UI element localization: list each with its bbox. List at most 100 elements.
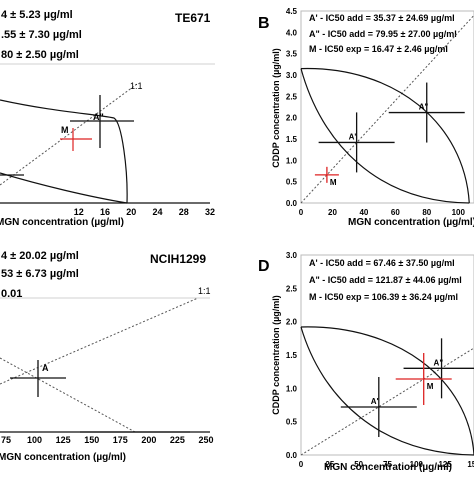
panel-b-point-label: A' xyxy=(349,132,357,141)
panel-c-isobole xyxy=(0,357,136,433)
panel-c: 4 ± 20.02 µg/ml 53 ± 6.73 µg/ml 0.01 NCI… xyxy=(0,250,214,463)
panel-b-legend-2: A" - IC50 add = 79.95 ± 27.00 µg/ml xyxy=(309,29,457,39)
panel-c-x-tick-label: 75 xyxy=(1,435,11,445)
panel-b-y-tick-label: 2.0 xyxy=(286,114,298,123)
panel-d-diagonal xyxy=(300,347,474,456)
panel-d: D A' - IC50 add = 67.46 ± 37.50 µg/ml A"… xyxy=(258,251,474,473)
panel-b-x-tick-label: 100 xyxy=(452,208,466,217)
panel-c-x-tick-label: 175 xyxy=(113,435,128,445)
panel-d-y-tick-label: 2.5 xyxy=(286,284,298,293)
panel-b-x-tick-label: 60 xyxy=(391,208,400,217)
panel-b-x-tick-label: 20 xyxy=(328,208,337,217)
panel-d-legend-3: M - IC50 exp = 106.39 ± 36.24 µg/ml xyxy=(309,292,458,302)
panel-c-x-tick-label: 225 xyxy=(170,435,185,445)
panel-d-y-tick-label: 3.0 xyxy=(286,251,298,260)
panel-b-y-tick-label: 4.0 xyxy=(286,28,298,37)
panel-a-diagonal-label: 1:1 xyxy=(130,81,143,91)
panel-c-x-tick-label: 100 xyxy=(27,435,42,445)
panel-b-letter: B xyxy=(258,15,270,32)
panel-b-y-label: CDDP concentration (µg/ml) xyxy=(271,48,281,168)
panel-b-diagonal xyxy=(300,14,474,204)
panel-b-y-tick-label: 1.0 xyxy=(286,156,298,165)
panel-a-x-tick-label: 28 xyxy=(179,207,189,217)
panel-a-diagonal xyxy=(0,83,138,186)
panel-a-legend-3: 80 ± 2.50 µg/ml xyxy=(1,49,79,61)
panel-b-y-tick-label: 3.5 xyxy=(286,50,298,59)
panel-b-x-ticks: 0 20 40 60 80 100 xyxy=(299,208,466,217)
panel-a-x-tick-label: 16 xyxy=(100,207,110,217)
panel-b-y-tick-label: 0.0 xyxy=(286,199,298,208)
panel-b-lower-isobole xyxy=(300,68,470,204)
panel-d-lower-isobole xyxy=(300,326,474,456)
panel-c-x-tick-label: 125 xyxy=(56,435,71,445)
panel-b-frame xyxy=(300,10,474,204)
panel-c-point-a-label: A xyxy=(42,363,49,373)
panel-c-x-tick-label: 250 xyxy=(198,435,213,445)
panel-a-cell-line: TE671 xyxy=(175,11,211,25)
panel-a-lower-isobole xyxy=(0,172,128,204)
panel-b-upper-isobole xyxy=(300,67,470,204)
panel-d-x-label: MGN concentration (µg/ml) xyxy=(324,462,452,473)
panel-b-x-label: MGN concentration (µg/ml) xyxy=(348,217,474,228)
panel-d-points: A' A" M xyxy=(340,338,474,437)
panel-a-point-m-label: M xyxy=(61,125,69,135)
panel-b-y-tick-label: 2.5 xyxy=(286,92,298,101)
panel-b-x-tick-label: 80 xyxy=(422,208,431,217)
panel-d-y-tick-label: 2.0 xyxy=(286,318,298,327)
panel-d-y-tick-label: 1.5 xyxy=(286,351,298,360)
panel-d-y-ticks: 0.0 0.5 1.0 1.5 2.0 2.5 3.0 xyxy=(286,251,298,460)
panel-d-point-label: M xyxy=(427,382,434,391)
panel-b-legend-1: A' - IC50 add = 35.37 ± 24.69 µg/ml xyxy=(309,13,455,23)
panel-c-x-tick-label: 200 xyxy=(141,435,156,445)
panel-b-point-label: A" xyxy=(419,103,429,112)
panel-a-legend-1: 4 ± 5.23 µg/ml xyxy=(1,9,73,21)
panel-a-x-tick-label: 32 xyxy=(205,207,215,217)
panel-d-legend-1: A' - IC50 add = 67.46 ± 37.50 µg/ml xyxy=(309,258,455,268)
panel-a-x-tick-label: 12 xyxy=(74,207,84,217)
panel-a-point-a2-label: A" xyxy=(93,112,104,122)
panel-c-legend-2: 53 ± 6.73 µg/ml xyxy=(1,268,79,280)
panel-c-x-label: MGN concentration (µg/ml) xyxy=(0,452,126,463)
panel-b-x-tick-label: 0 xyxy=(299,208,304,217)
panel-d-x-tick-label: 0 xyxy=(299,460,304,469)
panel-b-x-tick-label: 40 xyxy=(359,208,368,217)
panel-d-x-ticks: 0 25 50 75 100 125 150 xyxy=(299,460,474,469)
panel-d-y-tick-label: 0.0 xyxy=(286,451,298,460)
panel-d-x-tick-label: 150 xyxy=(467,460,474,469)
panel-d-point-label: A" xyxy=(434,358,444,367)
panel-d-x-tick-label: 50 xyxy=(354,460,363,469)
panel-c-legend-1: 4 ± 20.02 µg/ml xyxy=(1,250,79,262)
panel-a-upper-isobole xyxy=(0,99,128,204)
panel-c-cell-line: NCIH1299 xyxy=(150,252,206,266)
panel-c-legend-3: 0.01 xyxy=(1,288,22,300)
panel-a-x-label: MGN concentration (µg/ml) xyxy=(0,217,124,228)
panel-d-y-label: CDDP concentration (µg/ml) xyxy=(271,295,281,415)
panel-c-x-ticks: 75 100 125 150 175 200 225 250 xyxy=(1,435,214,445)
panel-b-legend-3: M - IC50 exp = 16.47 ± 2.46 µg/ml xyxy=(309,44,448,54)
panel-b-points: A' A" M xyxy=(314,82,465,187)
panel-b-y-tick-label: 4.5 xyxy=(286,7,298,16)
panel-d-x-tick-label: 75 xyxy=(383,460,392,469)
panel-b-y-tick-label: 3.0 xyxy=(286,71,298,80)
panel-d-letter: D xyxy=(258,258,270,275)
panel-c-diagonal xyxy=(0,297,199,385)
panel-d-legend-2: A" - IC50 add = 121.87 ± 44.06 µg/ml xyxy=(309,275,462,285)
panel-b: B A' - IC50 add = 35.37 ± 24.69 µg/ml A"… xyxy=(258,7,474,228)
panel-a-x-ticks: 12 16 20 24 28 32 xyxy=(74,207,215,217)
panel-c-diagonal-label: 1:1 xyxy=(198,286,211,296)
panel-d-upper-isobole xyxy=(300,326,474,456)
panel-d-x-tick-label: 100 xyxy=(410,460,424,469)
panel-d-y-tick-label: 1.0 xyxy=(286,384,298,393)
panel-a: 4 ± 5.23 µg/ml .55 ± 7.30 µg/ml 80 ± 2.5… xyxy=(0,9,215,228)
panel-a-legend-2: .55 ± 7.30 µg/ml xyxy=(1,29,82,41)
panel-b-y-tick-label: 0.5 xyxy=(286,178,298,187)
panel-a-x-tick-label: 20 xyxy=(126,207,136,217)
panel-b-y-tick-label: 1.5 xyxy=(286,135,298,144)
panel-a-x-tick-label: 24 xyxy=(152,207,162,217)
panel-b-y-ticks: 0.0 0.5 1.0 1.5 2.0 2.5 3.0 3.5 4.0 4.5 xyxy=(286,7,298,208)
panel-d-point-label: A' xyxy=(371,397,379,406)
panel-d-frame xyxy=(300,254,474,456)
panel-b-point-label: M xyxy=(330,178,337,187)
